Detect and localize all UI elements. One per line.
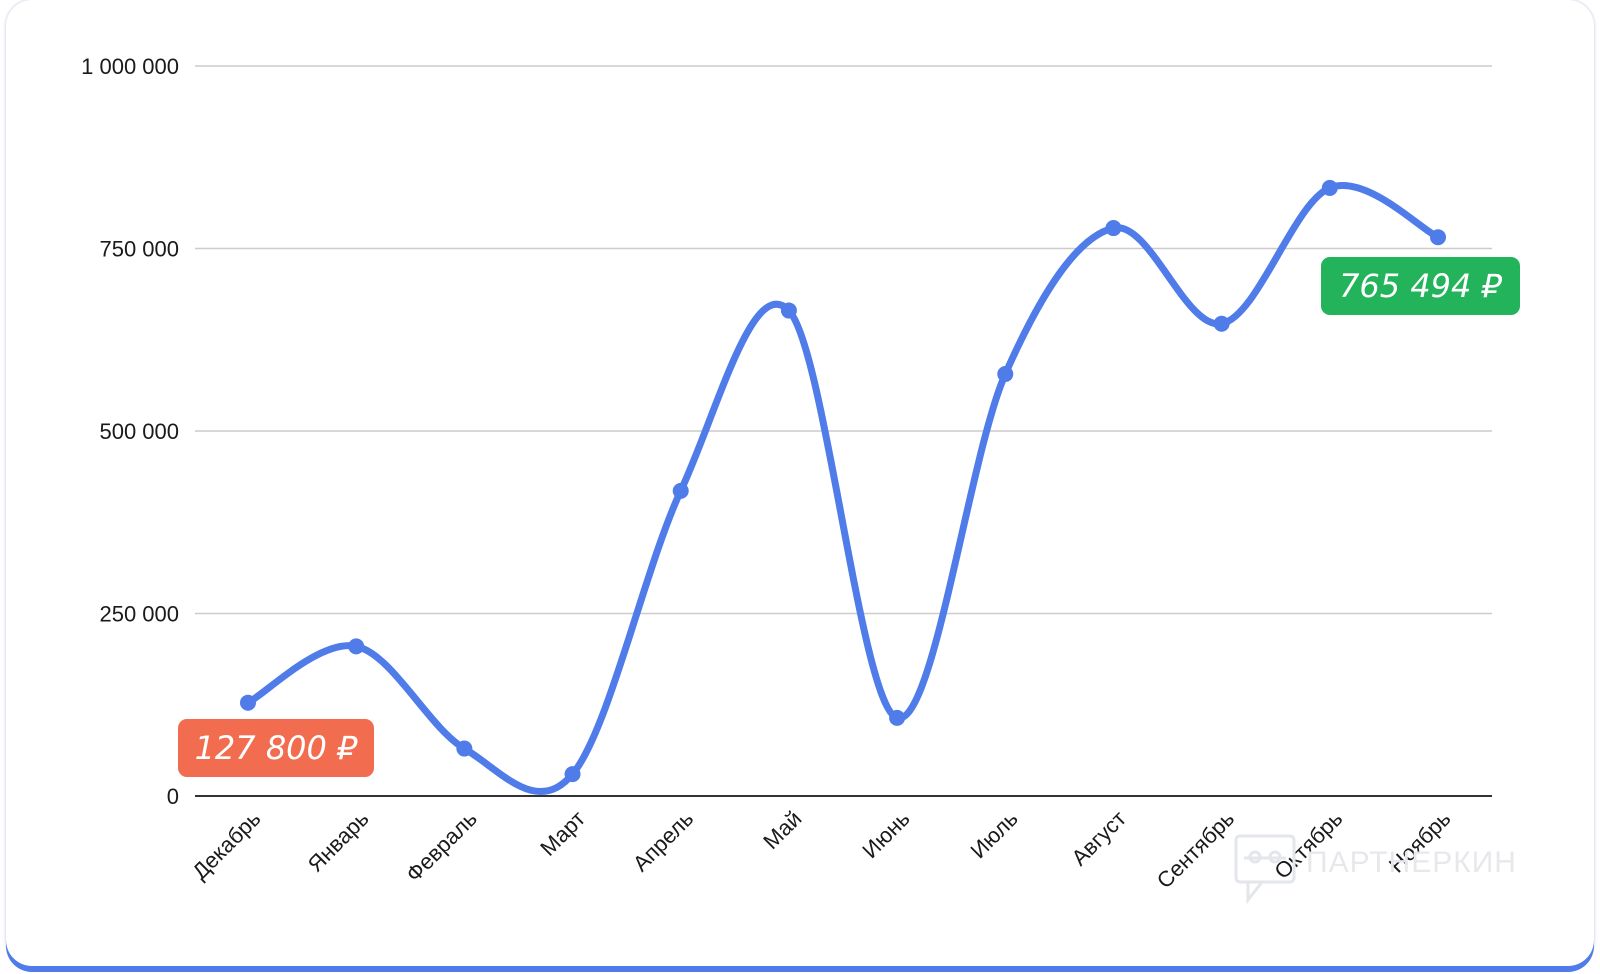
data-point (240, 694, 256, 711)
data-point (889, 709, 906, 726)
data-points (240, 179, 1446, 783)
data-point (348, 638, 365, 655)
x-tick-label: Декабрь (187, 806, 265, 884)
data-point (672, 482, 689, 499)
x-tick-label: Февраль (401, 806, 482, 887)
x-tick-label: Сентябрь (1152, 806, 1239, 893)
y-tick-label: 750 000 (99, 237, 179, 262)
value-badge-label: 127 800 ₽ (195, 729, 359, 767)
y-tick-label: 250 000 (99, 602, 179, 627)
watermark-text: ПАРТНЕРКИН (1306, 846, 1517, 879)
data-point (1213, 315, 1230, 332)
data-point (1430, 229, 1446, 246)
y-tick-label: 1 000 000 (81, 54, 179, 79)
value-badge-label: 765 494 ₽ (1339, 267, 1503, 305)
data-point (564, 766, 581, 783)
x-tick-label: Июнь (857, 806, 914, 863)
data-point (780, 302, 797, 319)
value-badge-background (1321, 257, 1520, 315)
x-tick-label: Март (535, 806, 590, 861)
data-point (1321, 179, 1338, 196)
watermark: ПАРТНЕРКИН (1234, 834, 1517, 905)
x-tick-label: Май (758, 806, 806, 854)
x-tick-label: Июль (965, 806, 1022, 863)
x-tick-label: Апрель (628, 806, 698, 876)
series-line (244, 182, 1442, 796)
annotations: 127 800 ₽ 765 494 ₽ (178, 257, 1520, 777)
chat-bubble-logo-icon (1234, 834, 1296, 905)
data-point (456, 740, 473, 757)
value-badge: 765 494 ₽ (1321, 257, 1520, 315)
y-tick-label: 0 (167, 784, 179, 809)
data-point (997, 366, 1014, 383)
x-tick-label: Август (1066, 806, 1131, 871)
data-point (1105, 220, 1122, 237)
value-badge-background (178, 719, 374, 777)
chart-card (6, 0, 1594, 966)
x-tick-label: Январь (303, 806, 374, 877)
value-badge: 127 800 ₽ (178, 719, 374, 777)
x-axis: Декабрь Январь Февраль Март Апрель Май Июнь Июл… (187, 806, 1455, 893)
y-tick-label: 500 000 (99, 419, 179, 444)
y-axis: 0 250 000 500 000 750 000 1 000 000 (81, 54, 179, 809)
gridlines (195, 65, 1492, 797)
